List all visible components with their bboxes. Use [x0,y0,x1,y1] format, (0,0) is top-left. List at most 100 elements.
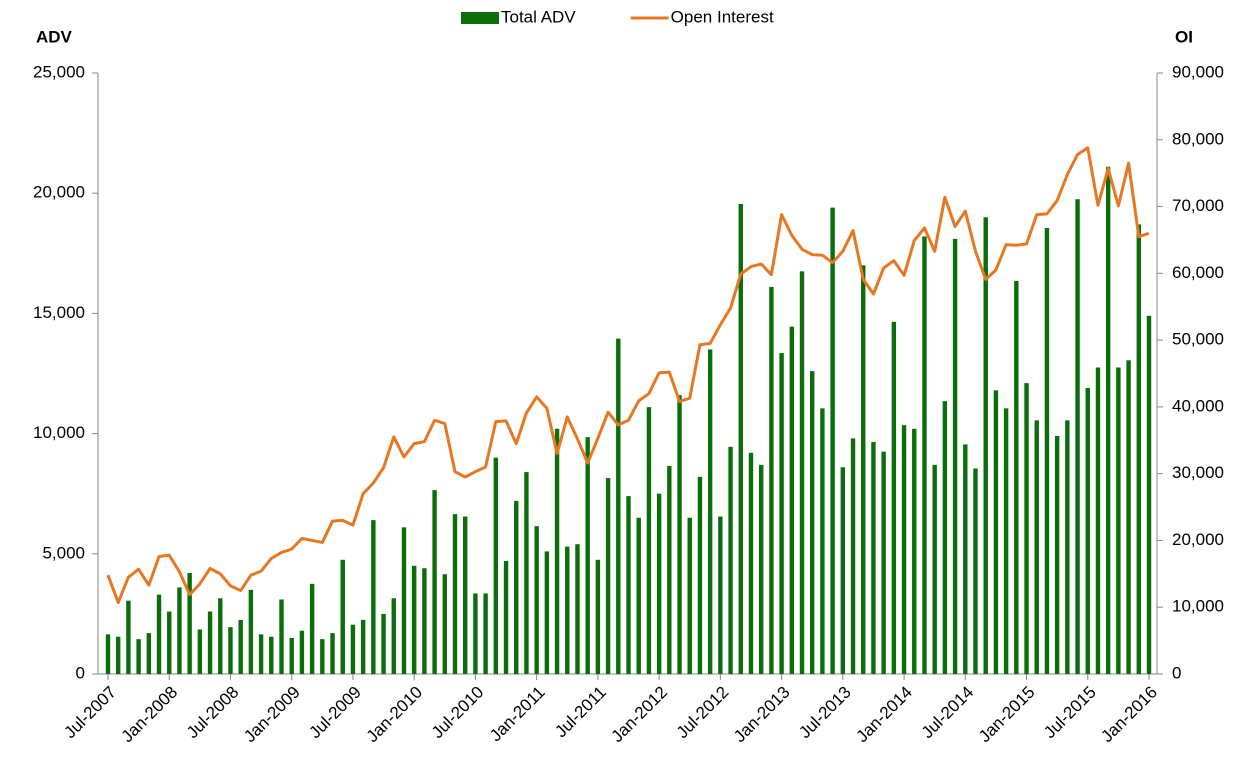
bar [656,493,662,674]
bar [963,444,968,674]
y2-tick-label: 60,000 [1172,263,1224,282]
bar [156,594,162,674]
y2-tick-label: 40,000 [1172,396,1224,415]
bar [738,204,743,674]
bar [585,437,590,674]
bar [360,619,366,674]
bar [1146,315,1152,674]
bar [524,472,529,674]
bar [248,589,254,674]
bar [187,573,192,674]
bar [758,464,764,674]
line [106,146,1150,605]
y-axis-title: ADV [36,27,73,46]
bar [493,457,499,674]
bar [973,468,978,674]
bar [1044,228,1050,675]
bar [626,496,631,674]
x-tick-label: Jan-2009 [240,683,304,747]
bar [1065,420,1070,674]
bar [289,637,294,674]
bar [167,611,172,674]
bar [932,464,937,674]
bar [636,517,641,674]
bar [1136,224,1141,674]
x-tick-label: Jul-2007 [60,683,120,743]
y2-tick-label: 30,000 [1172,463,1224,482]
bar [422,568,427,674]
bar [391,598,396,674]
bar [411,565,417,674]
x-tick-label: Jul-2013 [795,683,855,743]
bar [544,551,550,674]
bar [1075,199,1080,674]
bar [922,236,927,675]
x-tick-label: Jul-2014 [918,683,978,743]
x-tick-label: Jan-2014 [852,683,916,747]
bar [126,600,131,674]
bar [565,546,570,674]
x-tick-label: Jul-2008 [183,683,243,743]
bar [483,593,488,674]
y2-tick-label: 70,000 [1172,196,1224,215]
bar [901,425,907,674]
y-tick-label: 0 [76,663,85,682]
bar [371,520,376,674]
bar [146,633,152,674]
bar [1014,280,1019,674]
x-tick-label: Jul-2010 [428,683,488,743]
bar [687,517,692,674]
bar [993,390,999,674]
bar [820,408,825,674]
bar [942,401,948,674]
bar [350,624,356,674]
y2-tick-label: 50,000 [1172,330,1224,349]
legend-swatch [461,12,499,24]
bar [1126,360,1131,674]
y2-axis-title: OI [1175,27,1193,46]
bar [473,593,478,674]
bar [605,478,611,674]
y2-tick-label: 90,000 [1172,62,1224,81]
bar [952,238,958,674]
bar [1105,166,1111,675]
bar [667,466,672,674]
bar [1054,436,1060,674]
bar [881,451,886,674]
bar [779,353,784,674]
bar [503,561,509,674]
bar [269,636,274,674]
bar [197,629,203,674]
y-tick-label: 20,000 [33,183,85,202]
x-tick-label: Jan-2012 [608,683,672,747]
bar [463,516,468,674]
bar [554,428,560,674]
bar [840,467,846,674]
bar [861,265,866,674]
bar [309,583,315,674]
bar [401,527,407,674]
x-tick-label: Jul-2009 [305,683,365,743]
bar [1095,367,1101,674]
y2-tick-label: 80,000 [1172,129,1224,148]
bar [707,349,713,674]
x-tick-label: Jul-2012 [673,683,733,743]
bar [330,633,335,674]
bar [320,639,325,674]
bar [228,627,233,674]
bar [728,446,733,674]
bar [677,395,682,674]
bar [534,526,539,674]
bar [105,634,111,674]
bar [646,407,652,674]
bar [575,544,580,674]
bar [1024,383,1029,674]
x-tick-label: Jan-2011 [486,683,549,746]
bar [799,271,805,674]
bar [871,442,876,674]
bar [983,217,988,675]
legend-label: Total ADV [501,7,576,26]
bar [258,634,264,674]
bar [381,613,386,674]
